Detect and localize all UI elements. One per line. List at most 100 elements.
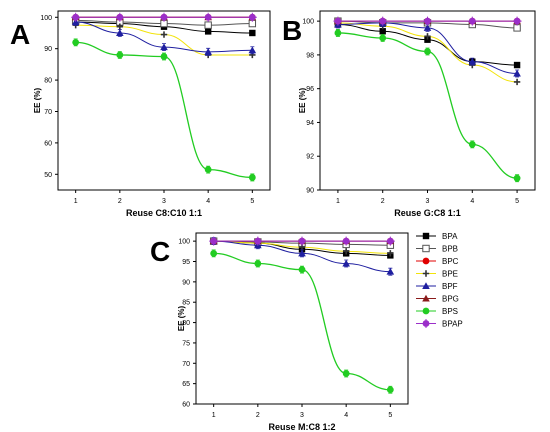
data-point-BPS xyxy=(116,51,124,59)
data-point-BPF xyxy=(423,24,432,31)
y-tick-label: 98 xyxy=(306,52,314,59)
data-point-BPAP-cross xyxy=(115,12,125,22)
data-point-BPS xyxy=(424,48,431,55)
legend-label-BPE: BPE xyxy=(442,270,458,279)
data-point-BPAP-cross xyxy=(247,12,257,22)
y-tick-label: 94 xyxy=(306,120,314,127)
data-point-BPS xyxy=(468,141,476,148)
data-point-BPAP-cross xyxy=(378,16,388,26)
data-point-BPF xyxy=(116,29,124,36)
chart-panel-B: 90 92 94 96 98 100 1 2 3 4 5 Reuse G:C8 1:1 EE (%) xyxy=(298,10,536,218)
x-tick-label: 2 xyxy=(118,198,122,205)
y-tick-label: 96 xyxy=(306,86,314,93)
x-tick-label: 3 xyxy=(300,412,304,419)
legend-marker-BPE xyxy=(422,270,430,277)
data-point-BPF xyxy=(160,43,168,51)
legend-label-BPS: BPS xyxy=(442,307,458,316)
x-tick-label: 4 xyxy=(206,198,210,205)
x-tick-label: 2 xyxy=(256,412,260,419)
y-tick-label: 80 xyxy=(182,320,190,327)
panel-letter-A: A xyxy=(10,19,30,50)
data-point-BPF xyxy=(298,249,306,257)
x-tick-label: 5 xyxy=(250,198,254,205)
y-tick-label: 75 xyxy=(182,340,190,347)
y-axis-label: EE (%) xyxy=(298,88,307,114)
y-tick-label: 90 xyxy=(44,46,52,53)
data-point-BPE xyxy=(160,31,168,38)
series-line-BPS xyxy=(337,32,518,179)
x-tick-label: 5 xyxy=(388,412,392,419)
data-point-BPAP-cross xyxy=(333,16,343,26)
legend-label-BPA: BPA xyxy=(442,232,458,241)
legend-label-BPC: BPC xyxy=(442,257,459,266)
y-tick-label: 100 xyxy=(302,19,314,26)
x-tick-label: 4 xyxy=(344,412,348,419)
data-point-BPAP-cross xyxy=(159,12,169,22)
x-axis-label: Reuse C8:C10 1:1 xyxy=(126,208,202,218)
series-BPAP xyxy=(333,16,522,26)
data-point-BPE xyxy=(513,78,521,86)
series-line-BPS xyxy=(75,41,253,179)
data-point-BPAP-cross xyxy=(253,236,263,246)
legend-label-BPB: BPB xyxy=(442,245,458,254)
data-point-BPS xyxy=(342,370,350,377)
data-point-BPS xyxy=(379,34,387,42)
legend-label-BPG: BPG xyxy=(442,295,459,304)
y-tick-label: 80 xyxy=(44,78,52,85)
plot-frame xyxy=(195,232,409,405)
y-tick-label: 100 xyxy=(40,15,52,22)
x-axis-label: Reuse M:C8 1:2 xyxy=(268,422,335,432)
y-tick-label: 70 xyxy=(44,109,52,116)
data-point-BPS xyxy=(248,174,256,181)
data-point-BPS xyxy=(298,266,306,274)
legend-marker-BPA xyxy=(422,232,430,240)
series-BPAP xyxy=(71,12,257,22)
x-tick-label: 4 xyxy=(470,198,474,205)
y-tick-label: 70 xyxy=(182,361,190,368)
y-tick-label: 60 xyxy=(44,140,52,147)
data-point-BPE xyxy=(116,23,124,30)
series-BPS xyxy=(334,29,521,183)
x-tick-label: 5 xyxy=(515,198,519,205)
data-point-BPB xyxy=(513,24,521,32)
legend-marker-BPF xyxy=(422,282,430,289)
data-point-BPF xyxy=(386,267,395,275)
data-point-BPE xyxy=(387,250,394,257)
data-point-BPA xyxy=(204,28,212,35)
data-point-BPAP-cross xyxy=(341,236,351,246)
x-axis-label: Reuse G:C8 1:1 xyxy=(394,208,461,218)
series-BPS xyxy=(72,38,256,182)
data-point-BPF xyxy=(342,259,350,267)
y-tick-label: 92 xyxy=(306,154,314,161)
data-point-BPF xyxy=(513,69,521,77)
x-tick-label: 2 xyxy=(381,198,385,205)
data-point-BPB xyxy=(204,21,212,29)
y-axis-label: EE (%) xyxy=(33,88,42,114)
series-line-BPS xyxy=(213,252,391,391)
panel-letter-B: B xyxy=(282,15,302,46)
data-point-BPAP-cross xyxy=(297,236,307,246)
legend-marker-BPB xyxy=(422,244,430,253)
y-tick-label: 90 xyxy=(182,279,190,286)
legend: BPA BPB BPC BPE BPF BPG BPS BPAP xyxy=(416,232,463,329)
panel-letter-C: C xyxy=(150,236,170,267)
data-point-BPF xyxy=(204,48,212,55)
y-tick-label: 60 xyxy=(182,402,190,409)
y-tick-label: 65 xyxy=(182,381,190,388)
y-tick-label: 90 xyxy=(306,188,314,195)
data-point-BPE xyxy=(424,33,431,40)
plot-frame xyxy=(57,10,271,191)
data-point-BPS xyxy=(334,29,342,37)
data-point-BPS xyxy=(160,53,168,60)
x-tick-label: 3 xyxy=(426,198,430,205)
data-point-BPE xyxy=(342,248,350,255)
data-point-BPAP-cross xyxy=(512,16,522,26)
data-point-BPAP-cross xyxy=(203,12,213,22)
data-point-BPS xyxy=(72,39,80,46)
data-point-BPF xyxy=(248,46,257,54)
data-point-BPS xyxy=(254,260,262,267)
legend-marker-BPS xyxy=(422,307,430,315)
data-point-BPS xyxy=(210,249,218,257)
x-tick-label: 1 xyxy=(212,412,216,419)
data-point-BPS xyxy=(386,386,394,394)
